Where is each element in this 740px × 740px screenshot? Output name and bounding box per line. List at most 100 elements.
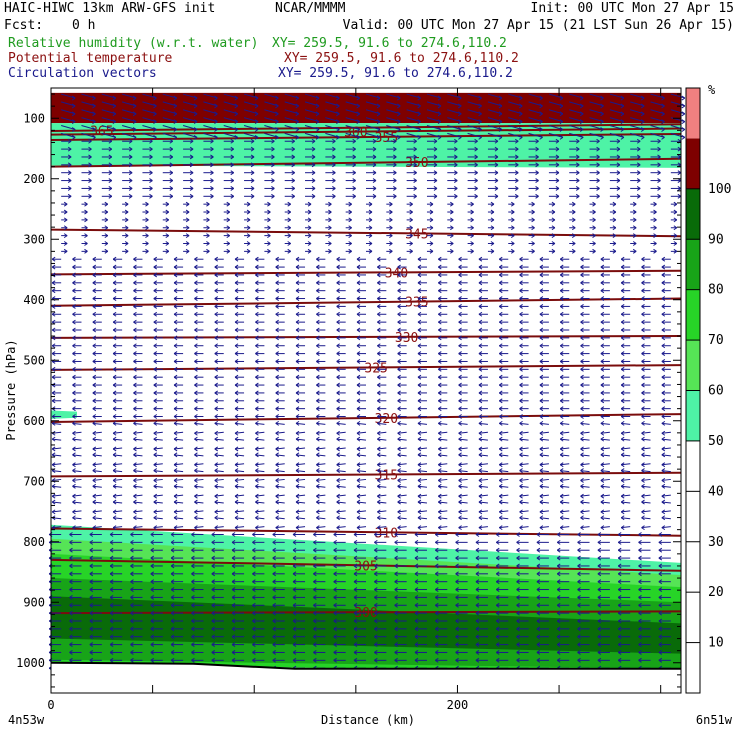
wind-vector (366, 138, 377, 144)
wind-vector (559, 374, 570, 380)
wind-vector (356, 398, 366, 404)
wind-vector (417, 366, 427, 372)
wind-vector (630, 233, 637, 239)
wind-vector (447, 101, 462, 109)
field-wind-label: Circulation vectors (8, 66, 157, 81)
wind-vector (569, 93, 584, 101)
wind-vector (467, 186, 478, 191)
wind-vector (162, 125, 178, 132)
wind-vector (458, 359, 468, 364)
wind-vector (305, 154, 316, 160)
wind-vector (244, 170, 255, 176)
wind-vector (386, 233, 393, 239)
wind-vector (589, 241, 596, 246)
wind-vector (438, 335, 448, 341)
wind-vector (112, 272, 123, 278)
wind-vector (539, 327, 549, 333)
wind-vector (255, 374, 265, 380)
wind-vector (295, 256, 306, 262)
wind-vector (528, 132, 543, 140)
wind-vector (345, 138, 356, 144)
y-tick-label-1000: 1000 (16, 656, 45, 670)
wind-vector (325, 117, 340, 125)
wind-vector (548, 178, 560, 183)
wind-vector (81, 162, 92, 168)
wind-vector (447, 217, 454, 223)
wind-vector (223, 125, 239, 132)
wind-vector (305, 170, 316, 176)
wind-vector (336, 374, 346, 380)
wind-vector (609, 225, 617, 231)
wind-vector (650, 186, 661, 191)
wind-vector (641, 359, 651, 364)
wind-vector (487, 186, 499, 191)
wind-vector (467, 233, 474, 239)
wind-vector (101, 209, 109, 215)
wind-vector (609, 248, 617, 254)
wind-vector (153, 311, 163, 317)
wind-vector (122, 201, 129, 207)
wind-vector (295, 374, 306, 380)
wind-vector (661, 272, 671, 278)
wind-vector (548, 233, 556, 239)
wind-vector (519, 359, 529, 364)
wind-vector (243, 101, 259, 109)
wind-vector (356, 280, 366, 286)
wind-vector (670, 170, 682, 176)
wind-vector (548, 93, 564, 101)
wind-vector (51, 303, 62, 309)
wind-vector (539, 280, 549, 286)
wind-vector (548, 109, 564, 117)
wind-vector (194, 327, 204, 333)
wind-vector (548, 201, 556, 207)
wind-vector (650, 248, 657, 254)
wind-vector (162, 154, 174, 160)
wind-vector (569, 217, 576, 223)
wind-vector (650, 154, 661, 160)
wind-vector (284, 217, 291, 223)
colorbar-label-60: 60 (708, 384, 724, 399)
wind-vector (498, 256, 509, 262)
colorbar-label-10: 10 (708, 636, 724, 651)
wind-vector (438, 296, 448, 301)
wind-vector (670, 217, 678, 223)
wind-vector (173, 288, 184, 294)
wind-vector (447, 201, 454, 207)
wind-vector (426, 138, 438, 144)
wind-vector (397, 327, 407, 333)
wind-vector (569, 117, 584, 125)
wind-vector (406, 225, 413, 231)
wind-vector (244, 186, 255, 191)
wind-vector (112, 366, 123, 372)
y-tick-label-200: 200 (23, 172, 45, 186)
wind-vector (92, 351, 102, 357)
wind-vector (72, 303, 82, 309)
wind-vector (325, 154, 336, 160)
wind-vector (386, 162, 397, 168)
wind-vector (304, 132, 320, 140)
wind-vector (133, 351, 143, 357)
wind-vector (559, 398, 570, 404)
wind-vector (345, 233, 352, 239)
wind-vector (539, 264, 549, 270)
wind-vector (264, 117, 279, 125)
wind-vector (101, 170, 113, 176)
colorbar-segment-5 (686, 390, 700, 441)
wind-vector (478, 272, 488, 278)
wind-vector (92, 288, 102, 294)
wind-vector (112, 374, 123, 380)
wind-vector (336, 406, 346, 412)
wind-vector (487, 138, 499, 144)
wind-vector (336, 303, 346, 309)
wind-vector (121, 125, 137, 132)
wind-vector (487, 241, 495, 246)
wind-vector (72, 398, 82, 404)
wind-vector (661, 311, 671, 317)
wind-vector (559, 335, 570, 341)
wind-vector (295, 303, 306, 309)
wind-vector (153, 335, 163, 341)
wind-vector (377, 382, 387, 388)
wind-vector (438, 272, 448, 278)
wind-vector (467, 125, 482, 132)
wind-vector (508, 217, 515, 223)
